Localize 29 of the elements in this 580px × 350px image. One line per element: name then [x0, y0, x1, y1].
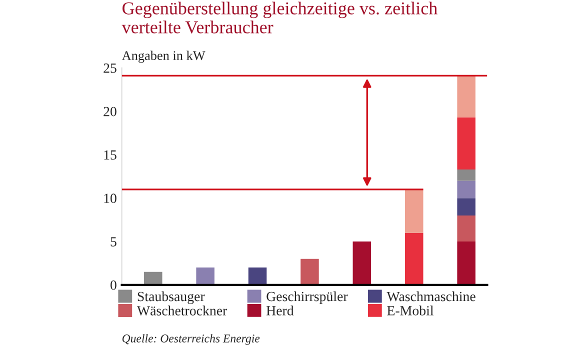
bar — [457, 242, 476, 285]
bar — [457, 215, 476, 242]
legend-label: E-Mobil — [387, 306, 434, 316]
bar — [457, 117, 476, 170]
legend-label: Waschmaschine — [386, 291, 476, 302]
bar — [457, 169, 476, 181]
bar — [404, 189, 424, 233]
y-tick-label: 0 — [110, 280, 116, 290]
y-tick-label: 25 — [104, 64, 116, 73]
y-tick-label: 20 — [104, 106, 116, 116]
legend-label: Geschirrspüler — [266, 291, 348, 304]
y-tick-label: 10 — [104, 194, 116, 204]
bar — [457, 198, 476, 216]
chart-subtitle: Angaben in kW — [122, 50, 206, 63]
legend-label: Herd — [266, 306, 294, 316]
chart-title: Gegenüberstellung gleichzeitige vs. zeitlich verteilte Verbraucher — [122, 2, 438, 34]
y-tick-label: 15 — [104, 150, 116, 160]
bar — [144, 272, 162, 285]
legend-label: Staubsauger — [138, 291, 205, 304]
bar — [248, 268, 267, 285]
bar — [457, 76, 476, 118]
bar — [300, 258, 319, 285]
legend-label: Wäschetrockner — [136, 306, 228, 316]
bar — [196, 268, 214, 285]
y-tick-label: 5 — [110, 237, 116, 246]
source-note: Quelle: Oesterreichs Energie — [122, 334, 260, 345]
bar — [457, 180, 476, 198]
bar — [352, 242, 372, 285]
bar — [404, 232, 424, 285]
